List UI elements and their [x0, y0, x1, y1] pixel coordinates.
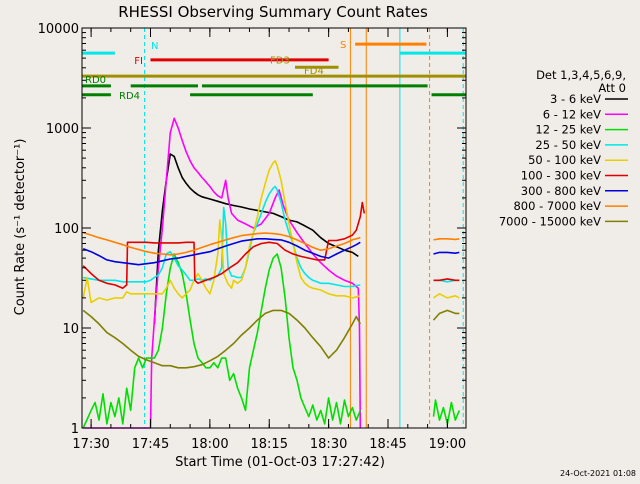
series-6-12-kev-segment-1	[357, 288, 362, 429]
legend-300-800-kev-label: 300 - 800 keV	[521, 184, 601, 198]
legend-3-6-kev-label: 3 - 6 keV	[550, 92, 601, 106]
series-100-300-kev-segment-1	[433, 278, 460, 282]
series-50-100-kev-segment-0	[82, 160, 361, 304]
series-7000-15000-kev-segment-0	[82, 309, 362, 369]
flag-bars: N FI S FD3 FD4 RD0 RD4	[82, 40, 466, 102]
x-axis-label: Start Time (01-Oct-03 17:27:42)	[175, 455, 385, 470]
series-800-7000-kev-segment-1	[433, 238, 460, 241]
legend-100-300-kev-label: 100 - 300 keV	[521, 169, 601, 183]
y-tick-label-10: 10	[62, 322, 79, 337]
series-12-25-kev-segment-1	[432, 399, 461, 425]
series-300-800-kev-segment-1	[433, 251, 460, 255]
footer-date: 24-Oct-2021 01:08	[560, 469, 636, 478]
series-6-12-kev-segment-0	[83, 117, 359, 429]
x-tick-label-19-00: 19:00	[429, 437, 466, 452]
series-7000-15000-kev-segment-1	[432, 309, 460, 321]
series-300-800-kev-segment-0	[82, 238, 361, 266]
series-25-50-kev-segment-0	[83, 185, 361, 288]
y-tick-label-1: 1	[71, 422, 79, 437]
x-tick-label-18-30: 18:30	[310, 437, 347, 452]
series-12-25-kev-segment-0	[82, 253, 362, 429]
flag-s-label: S	[340, 40, 346, 51]
flag-fd3-label: FD3	[270, 55, 290, 66]
x-tick-label-17-30: 17:30	[72, 437, 109, 452]
series-3-6-kev-segment-0	[153, 153, 359, 324]
y-tick-label-1000: 1000	[46, 122, 79, 137]
x-axis-ticks: 17:30 17:45 18:00 18:15 18:30 18:45 19:00	[72, 28, 466, 452]
x-tick-label-17-45: 17:45	[132, 437, 169, 452]
chart-title: RHESSI Observing Summary Count Rates	[118, 3, 428, 21]
y-axis-ticks: 1 10 100 1000 10000	[38, 22, 466, 437]
flag-fi-label: FI	[134, 56, 143, 67]
legend-7000-15000-kev-label: 7000 - 15000 keV	[499, 214, 601, 228]
series-100-300-kev-segment-0	[82, 201, 366, 289]
flag-rd4-label: RD4	[119, 91, 140, 102]
flag-n-label: N	[151, 41, 158, 52]
y-tick-label-100: 100	[54, 222, 79, 237]
series-800-7000-kev-segment-0	[82, 231, 361, 256]
legend-25-50-kev-label: 25 - 50 keV	[535, 138, 601, 152]
flag-fd4-label: FD4	[304, 66, 324, 77]
flag-rd0-label: RD0	[85, 75, 106, 86]
series-lines	[82, 117, 461, 429]
legend-50-100-kev-label: 50 - 100 keV	[528, 153, 601, 167]
legend-12-25-kev-label: 12 - 25 keV	[535, 123, 601, 137]
x-tick-label-18-15: 18:15	[251, 437, 288, 452]
series-50-100-kev-segment-1	[433, 293, 460, 299]
legend-title-line-0: Det 1,3,4,5,6,9,	[536, 68, 626, 82]
legend-800-7000-kev-label: 800 - 7000 keV	[513, 199, 601, 213]
x-tick-label-18-45: 18:45	[369, 437, 406, 452]
y-tick-label-10000: 10000	[38, 22, 79, 37]
legend-title-line-1: Att 0	[598, 81, 626, 95]
legend-6-12-kev-label: 6 - 12 keV	[543, 107, 601, 121]
y-axis-label: Count Rate (s⁻¹ detector⁻¹)	[13, 139, 28, 316]
x-tick-label-18-00: 18:00	[191, 437, 228, 452]
